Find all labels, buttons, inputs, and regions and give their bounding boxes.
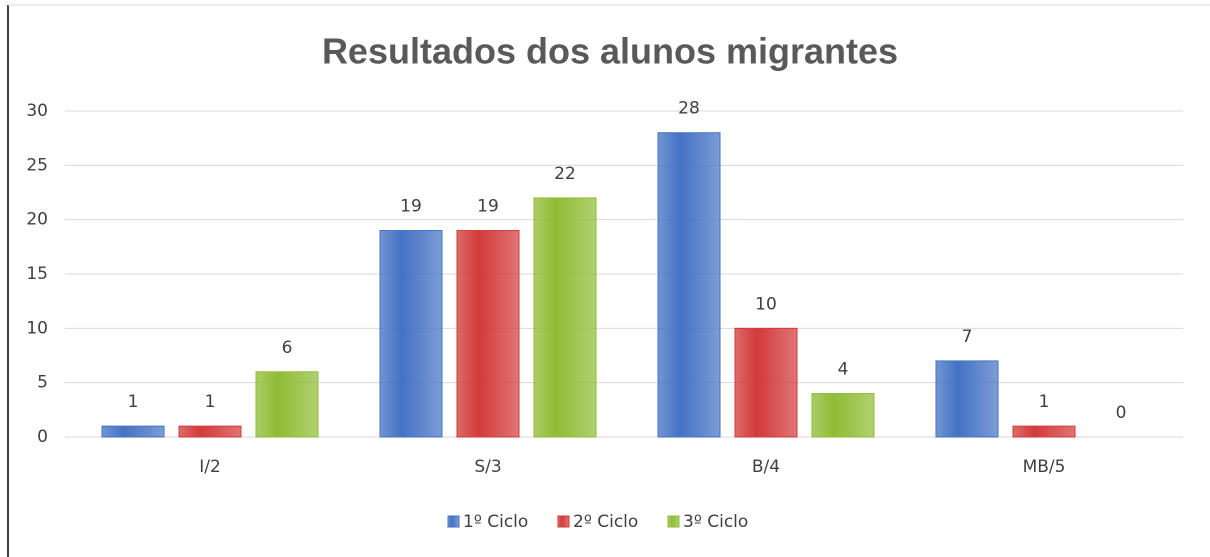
x-tick-label: MB/5 <box>1023 457 1066 477</box>
data-label: 19 <box>477 197 499 217</box>
bar <box>101 425 165 438</box>
y-tick-label: 10 <box>26 318 48 338</box>
data-label: 10 <box>755 294 777 314</box>
bar <box>255 371 319 438</box>
bar <box>379 230 443 438</box>
data-label: 4 <box>838 360 849 380</box>
bar <box>935 360 999 438</box>
y-tick-label: 25 <box>26 155 48 175</box>
x-tick-label: S/3 <box>474 457 501 477</box>
data-label: 19 <box>400 197 422 217</box>
y-tick-label: 20 <box>26 210 48 230</box>
data-label: 7 <box>962 327 973 347</box>
legend-label: 3º Ciclo <box>683 512 748 532</box>
bar <box>456 230 520 438</box>
legend-swatch <box>557 515 570 528</box>
bar <box>657 132 721 438</box>
data-label: 6 <box>282 338 293 358</box>
bar <box>734 327 798 438</box>
bar <box>178 425 242 438</box>
data-label: 28 <box>678 99 700 119</box>
y-tick-label: 5 <box>37 373 48 393</box>
x-tick-label: I/2 <box>199 457 221 477</box>
y-tick-label: 15 <box>26 264 48 284</box>
data-label: 1 <box>205 392 216 412</box>
legend-swatch <box>447 515 460 528</box>
bar <box>533 197 597 438</box>
data-label: 22 <box>554 164 576 184</box>
data-label: 0 <box>1116 403 1127 423</box>
legend-label: 1º Ciclo <box>463 512 528 532</box>
y-tick-label: 0 <box>37 427 48 447</box>
legend-label: 2º Ciclo <box>573 512 638 532</box>
chart-title: Resultados dos alunos migrantes <box>322 31 898 72</box>
bar <box>1012 425 1076 438</box>
y-tick-label: 30 <box>26 101 48 121</box>
data-label: 1 <box>1039 392 1050 412</box>
data-label: 1 <box>128 392 139 412</box>
legend-swatch <box>667 515 680 528</box>
bar <box>811 393 875 438</box>
x-tick-label: B/4 <box>752 457 780 477</box>
